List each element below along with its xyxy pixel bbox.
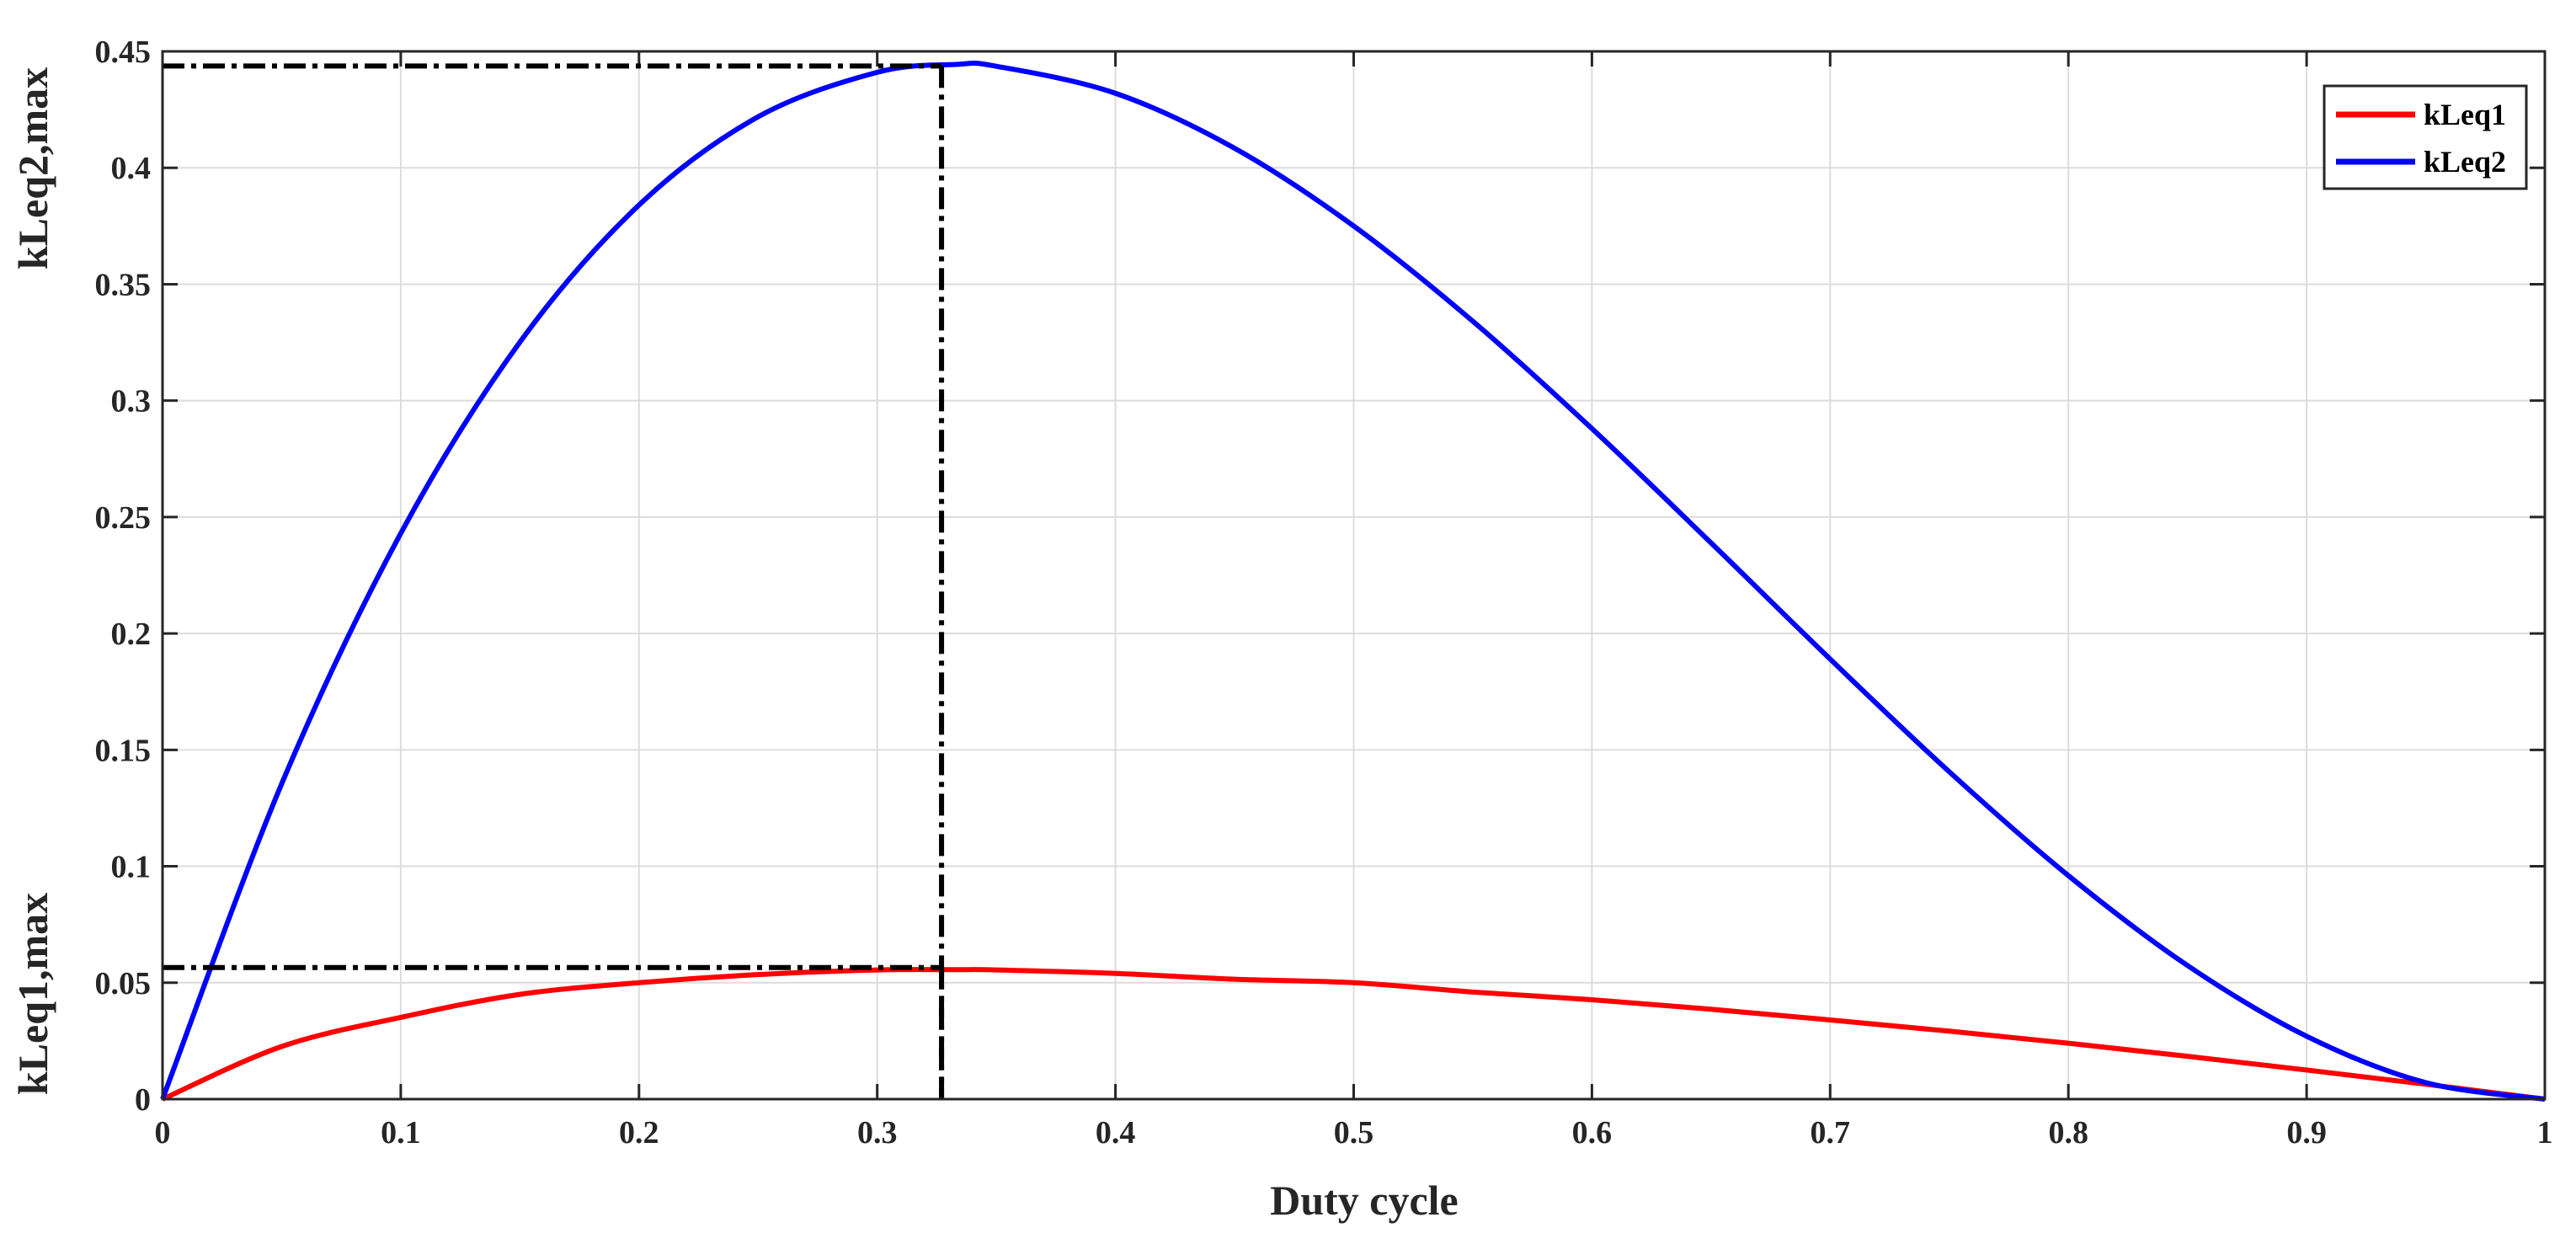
grid-lines bbox=[162, 51, 2546, 1100]
y-tick-label: 0.25 bbox=[95, 500, 152, 536]
y-tick-labels: 0 0.05 0.1 0.15 0.2 0.25 0.3 0.35 0.4 0.45 bbox=[95, 35, 152, 1118]
legend-box bbox=[2323, 84, 2528, 190]
y-tick-label: 0.3 bbox=[111, 384, 152, 419]
series-line-kleq1 bbox=[161, 967, 2546, 1102]
x-tick-labels: 0 0.1 0.2 0.3 0.4 0.5 0.6 0.7 0.8 0.9 1 bbox=[155, 1115, 2553, 1151]
x-tick-label: 0.3 bbox=[857, 1115, 898, 1151]
x-tick-label: 0.4 bbox=[1096, 1115, 1136, 1151]
x-tick-label: 0.1 bbox=[381, 1115, 421, 1151]
x-axis-label: Duty cycle bbox=[1270, 1177, 1459, 1224]
x-tick-label: 0.7 bbox=[1811, 1115, 1851, 1151]
max-annotations bbox=[163, 63, 945, 1099]
x-tick-label: 1 bbox=[2537, 1115, 2553, 1151]
series-line-kleq2 bbox=[160, 60, 2546, 1102]
y-tick-label: 0.45 bbox=[95, 35, 152, 70]
y-tick-label: 0.4 bbox=[111, 151, 152, 186]
y-tick-label: 0.2 bbox=[111, 617, 152, 652]
legend-label: kLeq2 bbox=[2424, 145, 2506, 179]
y-axis-label-upper: kLeq2,max bbox=[9, 67, 56, 270]
plot-frame bbox=[161, 50, 2547, 1101]
x-tick-label: 0.2 bbox=[619, 1115, 659, 1151]
legend-label: kLeq1 bbox=[2424, 98, 2506, 131]
series-lines bbox=[160, 60, 2546, 1102]
x-tick-label: 0.9 bbox=[2286, 1115, 2327, 1151]
x-tick-label: 0 bbox=[155, 1115, 171, 1151]
legend: kLeq1 kLeq2 bbox=[2323, 84, 2528, 190]
y-tick-label: 0.1 bbox=[111, 850, 152, 885]
y-tick-label: 0.05 bbox=[95, 966, 152, 1001]
y-tick-label: 0.35 bbox=[95, 267, 152, 302]
x-tick-label: 0.8 bbox=[2048, 1115, 2088, 1151]
y-axis-label-lower: kLeq1,max bbox=[9, 893, 56, 1095]
y-tick-label: 0.15 bbox=[95, 733, 152, 768]
y-tick-label: 0 bbox=[135, 1082, 151, 1118]
x-tick-label: 0.5 bbox=[1334, 1115, 1374, 1151]
x-tick-label: 0.6 bbox=[1572, 1115, 1613, 1151]
